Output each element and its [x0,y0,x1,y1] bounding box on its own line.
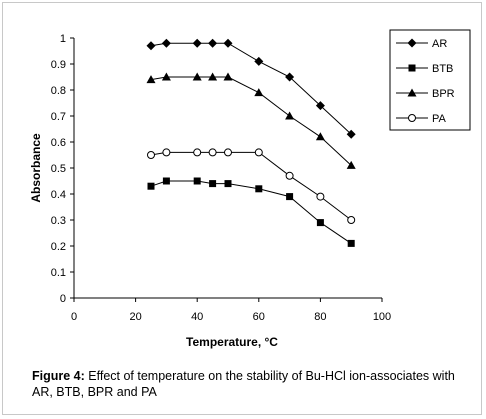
data-point-ar [315,101,325,111]
legend-label-btb: BTB [432,63,453,75]
line-chart: 0 0.1 0.2 0.3 0.4 0.5 0.6 0.7 0.8 0.9 1 0 20 40 60 80 10… [29,29,471,349]
legend-label-bpr: BPR [432,88,455,100]
data-point-ar [254,56,264,66]
data-point-pa [254,148,263,157]
legend-marker-ar [407,38,417,48]
data-point-bpr [315,132,325,141]
data-point-ar [285,72,295,82]
data-point-ar [346,129,356,139]
data-point-ar [192,38,202,48]
y-tick-label: 0.9 [51,59,66,71]
data-point-btb [255,185,263,193]
y-tick-label: 0 [60,293,66,305]
x-tick-label: 100 [373,311,391,323]
x-tick-label: 20 [129,311,141,323]
data-point-ar [146,41,156,51]
data-point-pa [147,151,155,159]
y-tick-label: 0.4 [51,189,66,201]
caption-text: Effect of temperature on the stability o… [32,369,455,399]
x-axis-title: Temperature, °C [186,335,278,349]
x-tick-label: 40 [191,311,203,323]
data-point-bpr [254,88,264,97]
x-tick-label: 0 [71,311,77,323]
data-point-btb [347,239,355,247]
y-tick-label: 0.8 [51,85,66,97]
data-point-bpr [146,75,156,84]
data-point-bpr [192,72,202,81]
legend-marker-btb [408,64,416,72]
series-line-btb [150,180,352,244]
data-point-bpr [161,72,171,81]
data-point-btb [147,182,155,190]
data-point-bpr [346,160,356,169]
legend-label-pa: PA [432,113,447,125]
series-line-pa [150,151,352,221]
data-point-btb [162,177,170,185]
data-point-pa [208,148,217,157]
y-tick-label: 1 [60,33,66,45]
data-point-ar [223,38,233,48]
data-point-btb [286,193,294,201]
data-point-pa [224,148,232,157]
y-tick-label: 0.7 [51,111,66,123]
legend-label-ar: AR [432,38,447,50]
data-point-pa [162,148,171,157]
data-point-bpr [285,111,295,120]
data-point-btb [193,177,201,185]
data-point-btb [209,180,217,188]
y-tick-label: 0.2 [51,241,66,253]
data-point-btb [316,219,324,227]
y-tick-label: 0.1 [51,267,66,279]
x-tick-label: 80 [314,311,326,323]
data-point-bpr [208,72,218,81]
legend-marker-pa [408,114,416,122]
y-tick-label: 0.3 [51,215,66,227]
legend-marker-bpr [407,88,417,97]
data-point-btb [224,180,232,188]
y-axis-title: Absorbance [29,133,43,203]
data-point-ar [161,38,171,48]
data-point-pa [316,192,325,201]
data-point-pa [285,171,294,180]
legend-box [389,29,471,131]
figure-caption: Figure 4: Effect of temperature on the s… [32,368,472,400]
data-point-ar [208,38,218,48]
data-point-bpr [223,72,233,81]
data-point-pa [347,216,356,224]
x-tick-label: 60 [253,311,265,323]
caption-label: Figure 4: [32,369,85,383]
data-point-pa [193,148,202,157]
y-tick-label: 0.5 [51,163,66,175]
y-tick-label: 0.6 [51,137,66,149]
